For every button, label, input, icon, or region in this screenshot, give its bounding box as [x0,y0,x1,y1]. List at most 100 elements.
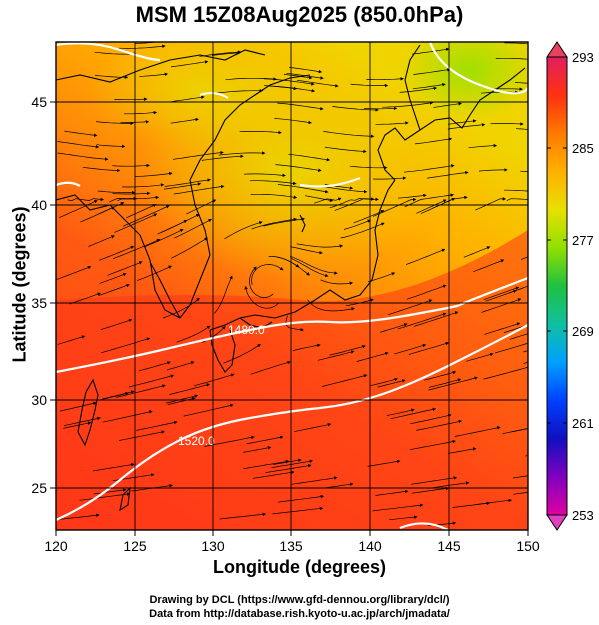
wind-streamline [96,144,126,149]
wind-streamline [214,275,233,314]
wind-streamline [324,146,367,154]
wind-streamline [211,51,241,56]
colorbar-tick-label: 285 [572,141,594,156]
x-tick-label: 125 [123,538,147,554]
wind-streamline [433,102,463,108]
wind-streamline [88,235,115,247]
wind-streamline [285,315,305,332]
wind-streamline [416,199,447,214]
wind-streamline [484,322,521,335]
wind-streamline [289,67,323,74]
wind-streamline [428,376,478,391]
wind-streamline [370,377,399,387]
wind-streamline [57,513,100,520]
wind-streamline [96,121,134,126]
wind-streamline [128,374,175,388]
wind-streamline [494,342,528,354]
x-tick-label: 120 [44,538,68,554]
wind-streamline [428,378,462,388]
wind-streamline [490,122,524,126]
wind-streamline [63,416,101,427]
wind-streamline [468,143,498,149]
wind-streamline [252,470,295,479]
wind-streamline [93,462,135,472]
wind-streamline [289,255,338,275]
wind-streamline [305,195,334,203]
y-tick-marks [50,101,56,489]
wind-streamline [122,205,170,227]
wind-streamline [173,150,224,160]
wind-streamline [389,515,418,521]
wind-streamline [94,51,137,56]
wind-streamline [463,246,491,258]
wind-streamline [408,341,450,355]
wind-streamline [169,383,211,395]
wind-streamline [410,439,457,450]
wind-streamline [427,481,470,489]
wind-streamline [349,165,388,170]
wind-streamline [515,128,528,130]
wind-streamline [57,141,100,149]
wind-streamline [107,261,143,276]
y-tick-label: 30 [31,392,47,408]
wind-streamline [325,482,354,489]
y-tick-label: 25 [31,480,47,496]
wind-streamline [356,351,389,362]
wind-streamline [251,264,284,285]
wind-streamline [403,164,455,173]
wind-streamline [277,102,324,111]
wind-streamline [79,492,131,501]
wind-streamline [176,325,211,343]
wind-streamline [216,89,264,94]
wind-streamline [243,459,290,470]
wind-streamline [277,256,310,276]
wind-streamline [375,489,409,496]
wind-streamline [117,195,160,202]
wind-streamline [367,459,401,467]
wind-streamline [98,283,130,296]
wind-streamline [223,343,261,364]
wind-streamline [119,430,165,441]
wind-streamline [183,403,234,417]
wind-streamlines [56,42,528,527]
wind-streamline [411,486,450,494]
colorbar-frame [546,56,568,516]
wind-streamline [166,361,195,371]
wind-streamline [513,491,528,495]
wind-streamline [373,197,417,217]
wind-streamline [137,265,173,281]
wind-streamline [57,335,86,345]
wind-streamline [405,248,446,265]
wind-streamline [481,298,522,313]
wind-streamline [239,130,282,135]
colorbar-tick-label: 269 [572,324,594,339]
wind-streamline [521,256,528,260]
wind-streamline [404,193,455,208]
x-tick-label: 150 [516,538,540,554]
wind-streamline [292,343,321,352]
wind-streamline [82,166,121,173]
wind-streamline [465,352,494,362]
wind-streamline [416,419,463,431]
wind-streamline [114,97,148,101]
wind-streamline [412,82,446,90]
wind-streamline [424,370,457,381]
wind-streamline [102,390,135,400]
wind-streamline [174,218,212,239]
colorbar-upper-arrow [546,41,568,58]
wind-streamline [246,435,284,445]
wind-streamline [102,410,153,423]
wind-streamline [379,323,408,333]
wind-streamline [93,488,127,495]
wind-streamline [504,42,528,45]
wind-streamline [288,153,331,162]
wind-streamline [100,318,133,331]
wind-streamline [251,217,298,230]
wind-streamline [170,60,209,68]
wind-streamline [163,182,202,190]
map-area: 1480.0 1520.0 [56,42,528,530]
wind-streamline [478,168,508,172]
colorbar-tick-label: 293 [572,50,594,65]
wind-streamline [126,204,157,219]
wind-streamline [377,379,406,388]
